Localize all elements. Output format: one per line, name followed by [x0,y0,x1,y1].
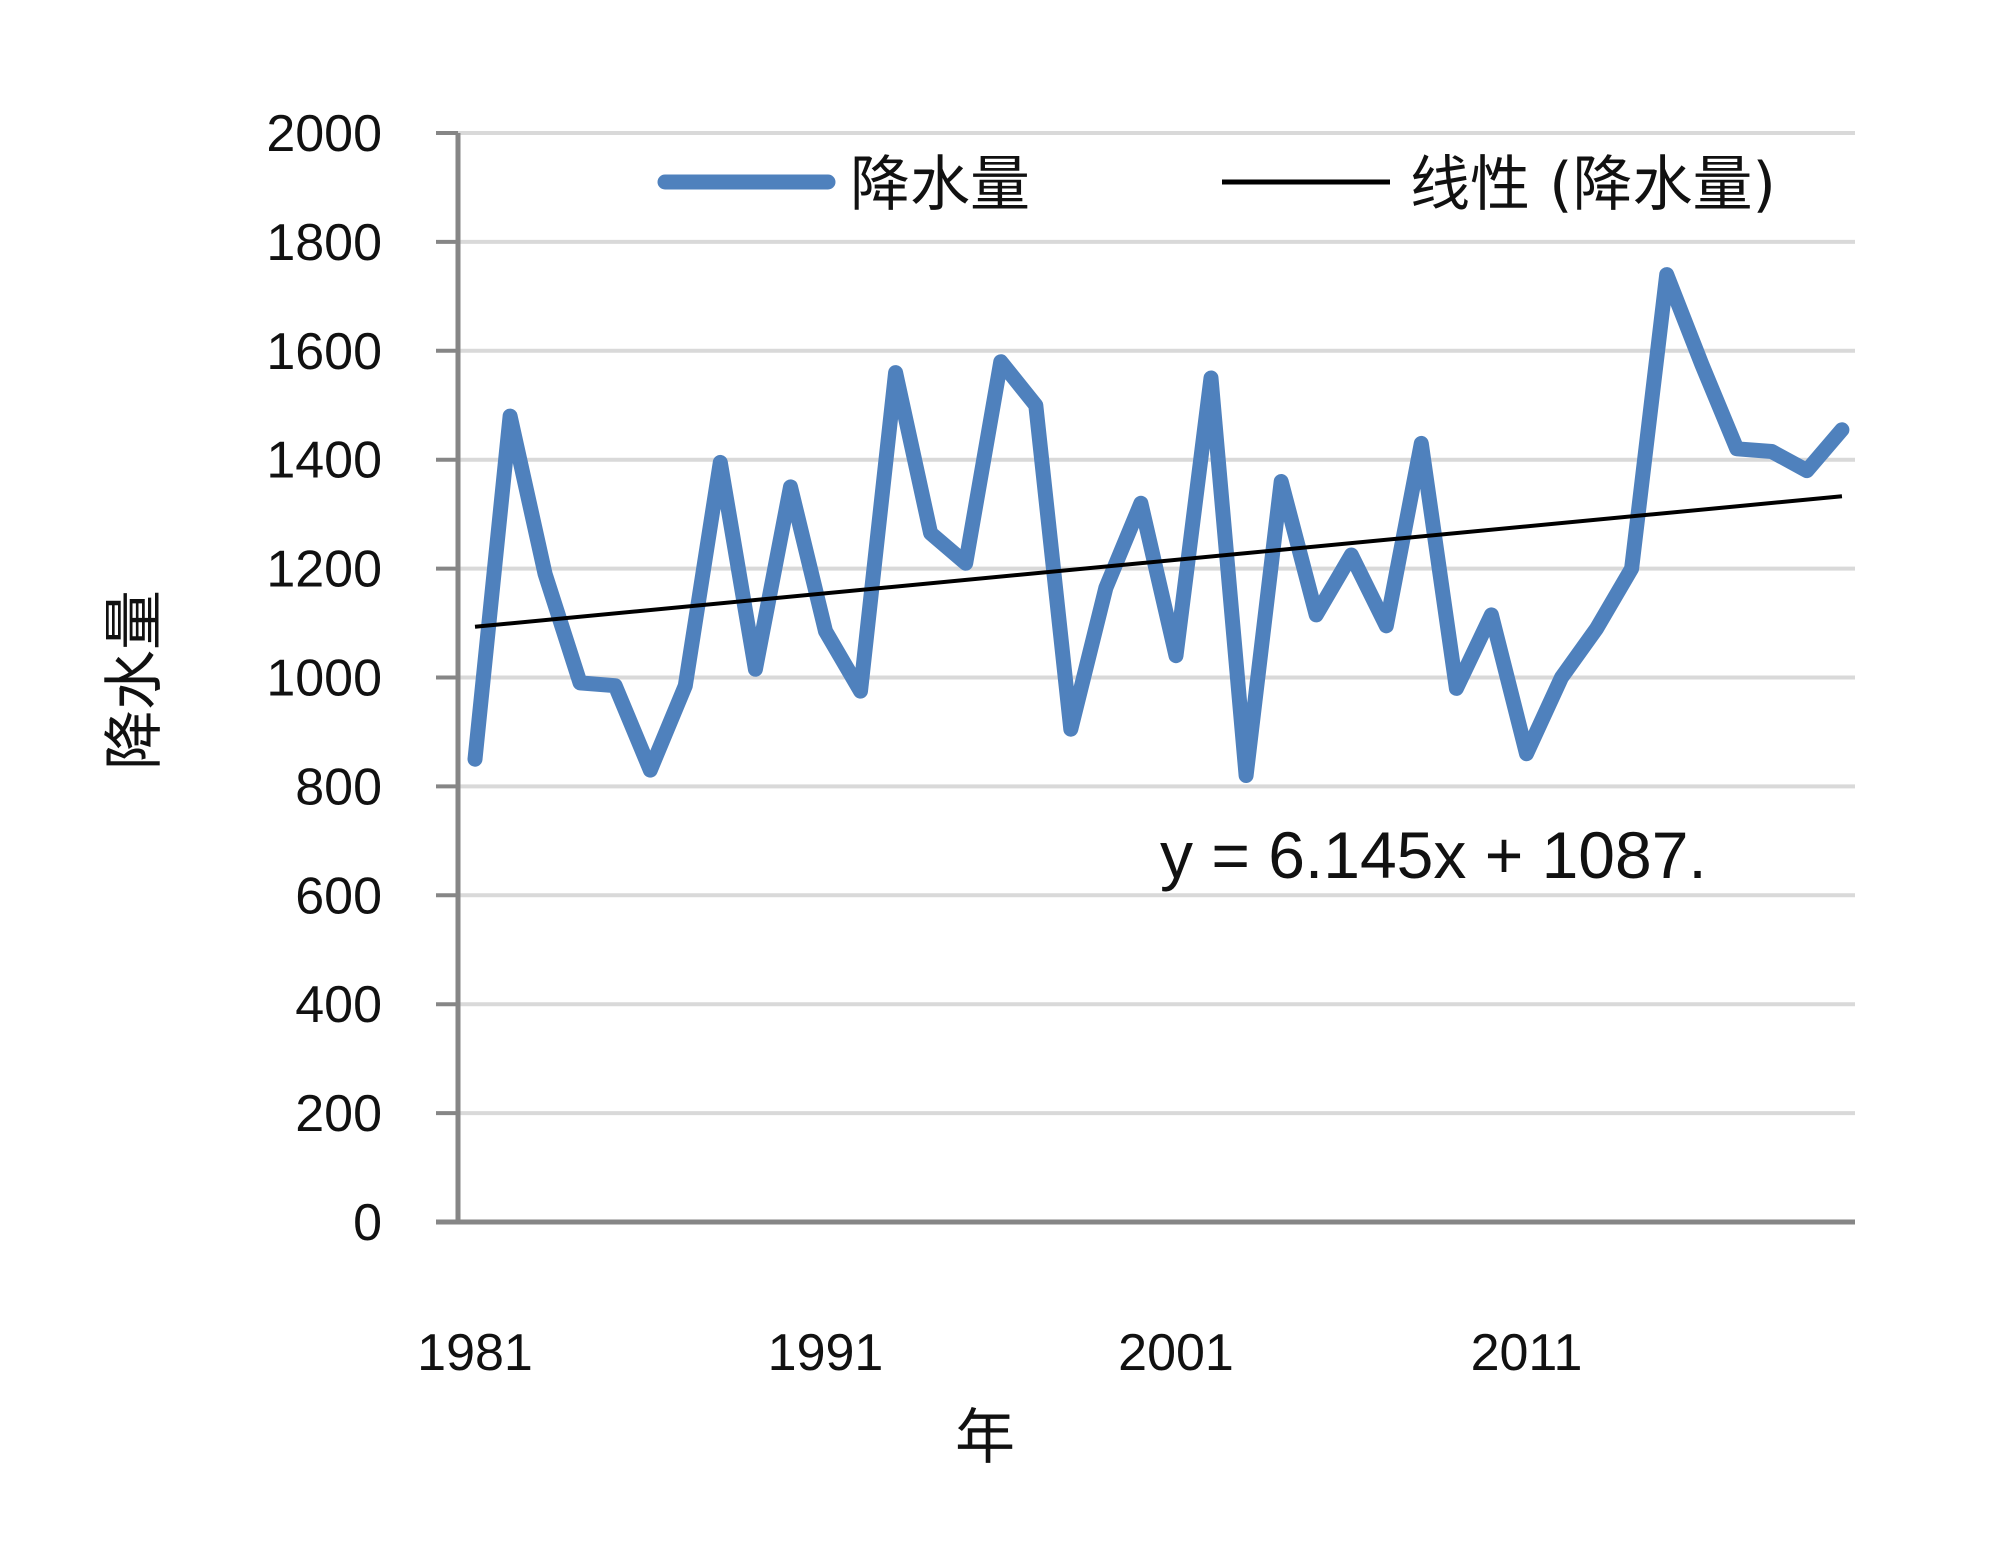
y-tick-label-1600: 1600 [266,323,382,381]
x-tick-label-2001: 2001 [1118,1324,1234,1382]
x-tick-labels: 1981 1991 2001 2011 [417,1324,1582,1382]
y-tick-label-1800: 1800 [266,214,382,272]
y-tick-label-200: 200 [295,1085,382,1143]
gridlines [458,131,1855,1116]
y-tick-label-2000: 2000 [266,105,382,163]
y-tick-label-0: 0 [353,1194,382,1252]
series-line-precipitation [467,267,1850,783]
y-tick-label-600: 600 [295,867,382,925]
y-tick-labels: 0 200 400 600 800 1000 1200 1400 1600 1800 2000 [266,105,458,1252]
y-tick-label-1400: 1400 [266,432,382,490]
series [467,267,1850,783]
x-tick-label-2011: 2011 [1471,1324,1583,1382]
legend-label-trend: 线性 (降水量) [1410,150,1776,220]
x-tick-label-1981: 1981 [417,1324,533,1382]
legend-label-precipitation: 降水量 [850,150,1030,220]
y-tick-label-1000: 1000 [266,650,382,708]
legend: 降水量 线性 (降水量) [657,150,1776,220]
trendline-equation: y = 6.145x + 1087. [1160,818,1707,892]
y-tick-label-800: 800 [295,758,382,816]
trendline [474,494,1843,629]
x-axis-title: 年 [955,1403,1015,1473]
y-tick-label-1200: 1200 [266,541,382,599]
y-axis-title: 降水量 [100,590,170,770]
x-tick-label-1991: 1991 [768,1324,884,1382]
y-tick-label-400: 400 [295,976,382,1034]
